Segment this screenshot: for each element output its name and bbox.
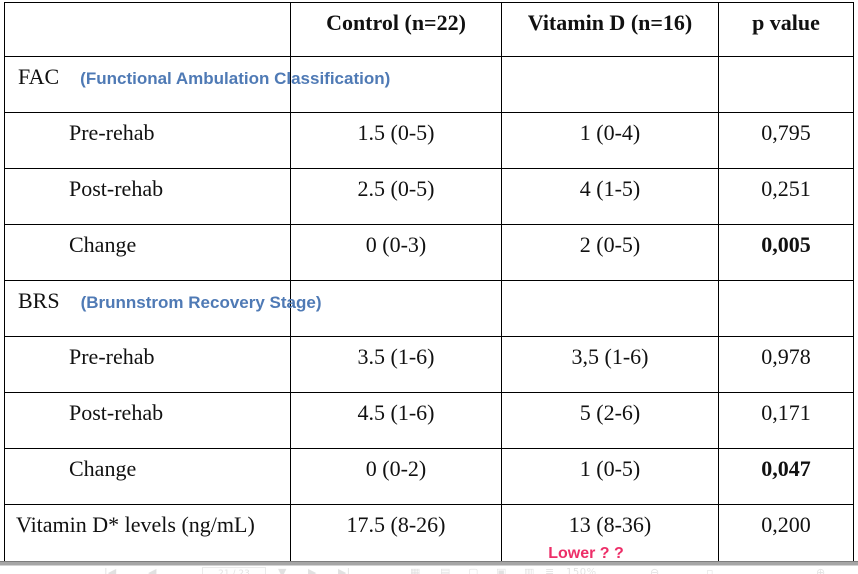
brs-post-vitamin-d-value: 5 (2-6) [501, 392, 719, 449]
fac-change-p-value: 0,005 [718, 224, 854, 281]
zoom-level-indicator[interactable]: 150% [566, 567, 597, 574]
empty-cell [718, 280, 854, 337]
save-icon[interactable]: ▤ [440, 566, 451, 574]
vitamin-d-levels-p-value: 0,200 [718, 504, 854, 566]
brs-post-control-value: 4.5 (1-6) [290, 392, 502, 449]
table-row: Post-rehab 2.5 (0-5) 4 (1-5) 0,251 [4, 168, 854, 225]
brs-change-vitamin-d-value: 1 (0-5) [501, 448, 719, 505]
vitamin-d-levels-control-value: 17.5 (8-26) [290, 504, 502, 566]
single-page-view-icon[interactable]: ▢ [468, 566, 479, 574]
zoom-out-icon[interactable]: ⊖ [650, 566, 660, 574]
header-blank-cell [4, 2, 291, 57]
row-fac-change-label: Change [4, 224, 291, 281]
zoom-in-icon[interactable]: ⊕ [816, 566, 826, 574]
row-vitamin-d-levels-label: Vitamin D* levels (ng/mL) [4, 504, 291, 566]
page-indicator-input[interactable]: 21 / 23 [202, 567, 266, 574]
last-page-icon[interactable]: ▶| [338, 566, 351, 574]
brs-change-control-value: 0 (0-2) [290, 448, 502, 505]
fit-width-icon[interactable]: ▫ [706, 566, 714, 574]
page-dropdown-caret-icon[interactable]: ▼ [278, 566, 287, 574]
fac-pre-vitamin-d-value: 1 (0-4) [501, 112, 719, 169]
fac-post-vitamin-d-value: 4 (1-5) [501, 168, 719, 225]
facing-pages-view-icon[interactable]: ▣ [496, 566, 507, 574]
header-control: Control (n=22) [290, 2, 502, 57]
section-brs-cell: BRS (Brunnstrom Recovery Stage) [4, 280, 321, 337]
pdf-viewer-toolbar: |◀ ◀ 21 / 23 ▼ ▶ ▶| ▦ ▤ ▢ ▣ ▥ ≣ 150% ⊖ ▫… [0, 566, 858, 574]
brs-pre-p-value: 0,978 [718, 336, 854, 393]
section-row-fac: FAC (Functional Ambulation Classification… [4, 56, 854, 113]
reading-mode-icon[interactable]: ≣ [545, 566, 555, 574]
prev-page-icon[interactable]: ◀ [148, 566, 157, 574]
vitamin-d-levels-value: 13 (8-36) [568, 512, 652, 537]
table-row: Change 0 (0-3) 2 (0-5) 0,005 [4, 224, 854, 281]
section-brs-annotation: (Brunnstrom Recovery Stage) [80, 293, 322, 312]
row-fac-pre-label: Pre-rehab [4, 112, 291, 169]
vitamin-d-levels-vitamin-d-value: 13 (8-36) Lower ? ? [501, 504, 719, 566]
fac-pre-p-value: 0,795 [718, 112, 854, 169]
fac-pre-control-value: 1.5 (0-5) [290, 112, 502, 169]
lower-note: Lower ? ? [548, 545, 624, 562]
row-brs-change-label: Change [4, 448, 291, 505]
fac-post-p-value: 0,251 [718, 168, 854, 225]
fac-change-control-value: 0 (0-3) [290, 224, 502, 281]
empty-cell [501, 280, 719, 337]
section-fac-cell: FAC (Functional Ambulation Classification… [4, 56, 390, 113]
empty-cell [290, 56, 502, 113]
table-row: Change 0 (0-2) 1 (0-5) 0,047 [4, 448, 854, 505]
fac-change-vitamin-d-value: 2 (0-5) [501, 224, 719, 281]
brs-post-p-value: 0,171 [718, 392, 854, 449]
results-table: Control (n=22) Vitamin D (n=16) p value … [4, 2, 854, 566]
table-row: Post-rehab 4.5 (1-6) 5 (2-6) 0,171 [4, 392, 854, 449]
empty-cell [501, 56, 719, 113]
header-p-value: p value [718, 2, 854, 57]
table-header-row: Control (n=22) Vitamin D (n=16) p value [4, 2, 854, 57]
row-fac-post-label: Post-rehab [4, 168, 291, 225]
brs-pre-vitamin-d-value: 3,5 (1-6) [501, 336, 719, 393]
next-page-icon[interactable]: ▶ [308, 566, 317, 574]
print-icon[interactable]: ▦ [410, 566, 421, 574]
brs-change-p-value: 0,047 [718, 448, 854, 505]
table-row: Pre-rehab 3.5 (1-6) 3,5 (1-6) 0,978 [4, 336, 854, 393]
empty-cell [290, 280, 502, 337]
empty-cell [718, 56, 854, 113]
table-row: Vitamin D* levels (ng/mL) 17.5 (8-26) 13… [4, 504, 854, 566]
fac-post-control-value: 2.5 (0-5) [290, 168, 502, 225]
table-row: Pre-rehab 1.5 (0-5) 1 (0-4) 0,795 [4, 112, 854, 169]
section-fac-abbr: FAC [18, 64, 60, 89]
brs-pre-control-value: 3.5 (1-6) [290, 336, 502, 393]
section-fac-annotation: (Functional Ambulation Classification) [80, 69, 391, 88]
row-brs-pre-label: Pre-rehab [4, 336, 291, 393]
header-vitamin-d: Vitamin D (n=16) [501, 2, 719, 57]
window-edge-bar [0, 561, 858, 566]
first-page-icon[interactable]: |◀ [104, 566, 117, 574]
section-brs-abbr: BRS [18, 288, 60, 313]
section-row-brs: BRS (Brunnstrom Recovery Stage) [4, 280, 854, 337]
scroll-pages-view-icon[interactable]: ▥ [524, 566, 535, 574]
row-brs-post-label: Post-rehab [4, 392, 291, 449]
